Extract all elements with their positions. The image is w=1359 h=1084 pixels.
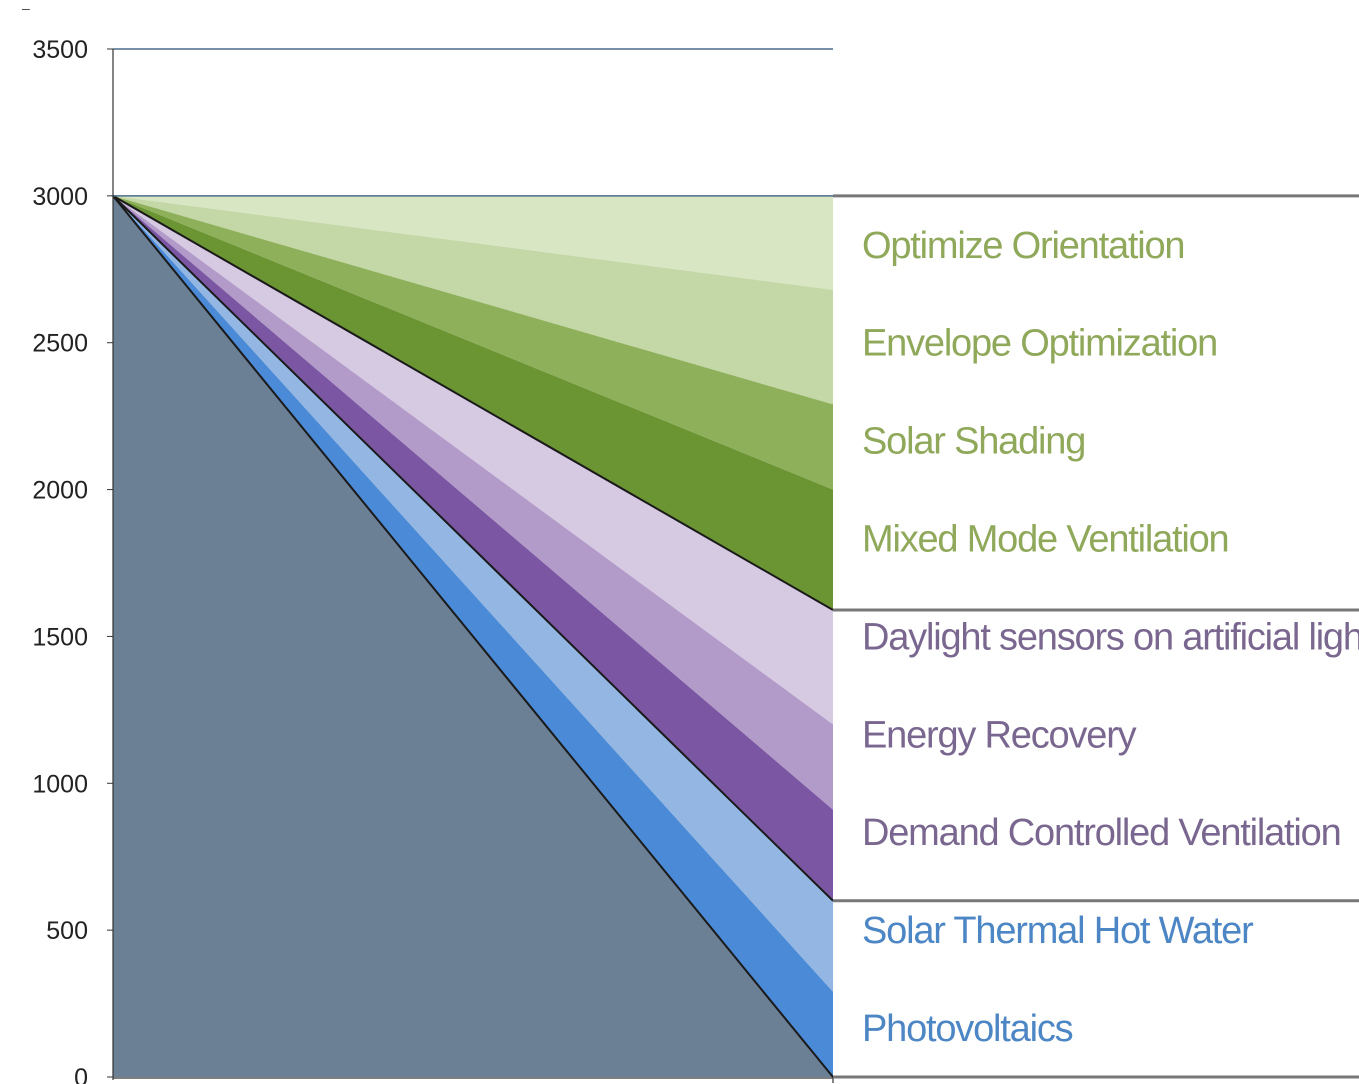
y-tick-label-500: 500 — [46, 917, 88, 945]
legend-label-8: Solar Thermal Hot Water — [862, 910, 1254, 952]
y-tick-label-0: 0 — [74, 1064, 88, 1084]
legend-label-5: Daylight sensors on artificial ligh — [862, 616, 1359, 658]
legend-label-2: Envelope Optimization — [862, 323, 1217, 365]
y-tick-label-2000: 2000 — [32, 477, 88, 505]
separator-line-1 — [112, 194, 834, 611]
legend-label-9: Photovoltaics — [862, 1008, 1073, 1050]
separator-line-2 — [112, 195, 834, 902]
legend-label-4: Mixed Mode Ventilation — [862, 519, 1229, 561]
legend-label-1: Optimize Orientation — [862, 225, 1184, 267]
corner-mark: – — [22, 0, 30, 16]
area-2 — [113, 195, 833, 405]
y-tick-label-3000: 3000 — [32, 183, 88, 211]
y-tick-label-1000: 1000 — [32, 770, 88, 798]
y-tick-label-2500: 2500 — [32, 330, 88, 358]
legend-label-7: Demand Controlled Ventilation — [862, 812, 1341, 854]
legend-label-6: Energy Recovery — [862, 714, 1137, 756]
legend-label-3: Solar Shading — [862, 421, 1085, 463]
y-tick-label-3500: 3500 — [32, 36, 88, 64]
y-tick-label-1500: 1500 — [32, 623, 88, 651]
separator-line-3 — [112, 195, 834, 1078]
